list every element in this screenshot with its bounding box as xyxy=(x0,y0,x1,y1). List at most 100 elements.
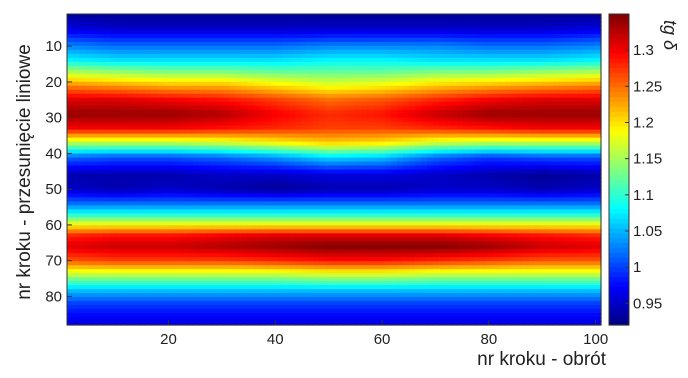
heatmap-cell xyxy=(541,153,548,159)
heatmap-cell xyxy=(229,157,236,163)
heatmap-cell xyxy=(367,137,374,143)
heatmap-cell xyxy=(445,25,452,31)
heatmap-cell xyxy=(193,37,200,43)
heatmap-cell xyxy=(553,137,560,143)
heatmap-cell xyxy=(451,133,458,139)
heatmap-cell xyxy=(217,101,224,107)
heatmap-cell xyxy=(271,141,278,147)
heatmap-cell xyxy=(199,157,206,163)
heatmap-cell xyxy=(115,81,122,87)
heatmap-cell xyxy=(547,33,554,39)
heatmap-cell xyxy=(379,185,386,191)
heatmap-cell xyxy=(481,145,488,151)
heatmap-cell xyxy=(487,17,494,23)
heatmap-cell xyxy=(319,33,326,39)
heatmap-cell xyxy=(169,153,176,159)
heatmap-cell xyxy=(259,97,266,103)
heatmap-cell xyxy=(379,213,386,218)
heatmap-cell xyxy=(433,149,440,155)
heatmap-cell xyxy=(79,105,86,111)
heatmap-cell xyxy=(589,225,596,230)
heatmap-cell xyxy=(595,145,602,151)
heatmap-cell xyxy=(475,153,482,159)
heatmap-cell xyxy=(139,181,146,187)
heatmap-cell xyxy=(535,129,542,135)
heatmap-cell xyxy=(217,189,224,195)
heatmap-cell xyxy=(145,157,152,163)
heatmap-cell xyxy=(463,69,470,75)
heatmap-cell xyxy=(517,85,524,91)
heatmap-cell xyxy=(589,157,596,163)
heatmap-cell xyxy=(313,93,320,99)
heatmap-cell xyxy=(193,181,200,187)
heatmap-cell xyxy=(409,137,416,143)
heatmap-cell xyxy=(445,77,452,83)
heatmap-cell xyxy=(319,213,326,218)
heatmap-cell xyxy=(541,133,548,139)
heatmap-cell xyxy=(325,117,332,123)
heatmap-cell xyxy=(523,37,530,43)
heatmap-cell xyxy=(295,225,302,230)
heatmap-cell xyxy=(163,41,170,47)
heatmap-cell xyxy=(559,137,566,143)
heatmap-cell xyxy=(313,53,320,59)
heatmap-cell xyxy=(67,233,74,238)
heatmap-cell xyxy=(97,185,104,191)
heatmap-cell xyxy=(139,129,146,135)
heatmap-cell xyxy=(577,233,584,238)
heatmap-cell xyxy=(229,17,236,23)
heatmap-cell xyxy=(127,229,134,234)
heatmap-cell xyxy=(379,81,386,87)
heatmap-cell xyxy=(211,157,218,163)
heatmap-cell xyxy=(133,65,140,71)
heatmap-cell xyxy=(199,121,206,127)
heatmap-cell xyxy=(337,49,344,55)
heatmap-cell xyxy=(349,45,356,51)
heatmap-cell xyxy=(517,121,524,127)
heatmap-cell xyxy=(265,221,272,226)
heatmap-cell xyxy=(349,225,356,230)
heatmap-cell xyxy=(289,57,296,63)
heatmap-cell xyxy=(211,93,218,99)
heatmap-cell xyxy=(139,141,146,147)
heatmap-cell xyxy=(589,221,596,226)
heatmap-cell xyxy=(403,213,410,218)
heatmap-cell xyxy=(487,153,494,159)
heatmap-cell xyxy=(139,197,146,202)
heatmap-cell xyxy=(391,141,398,147)
heatmap-cell xyxy=(229,53,236,59)
heatmap-cell xyxy=(397,65,404,71)
heatmap-cell xyxy=(421,201,428,206)
heatmap-cell xyxy=(493,97,500,103)
heatmap-cell xyxy=(193,193,200,199)
heatmap-cell xyxy=(169,149,176,155)
heatmap-cell xyxy=(217,89,224,95)
heatmap-cell xyxy=(223,65,230,71)
heatmap-cell xyxy=(229,149,236,155)
heatmap-cell xyxy=(445,217,452,222)
heatmap-cell xyxy=(211,53,218,59)
heatmap-cell xyxy=(145,101,152,107)
heatmap-cell xyxy=(523,149,530,155)
heatmap-cell xyxy=(553,17,560,23)
heatmap-cell xyxy=(265,213,272,218)
heatmap-cell xyxy=(487,149,494,155)
heatmap-cell xyxy=(313,61,320,67)
heatmap-cell xyxy=(583,193,590,199)
heatmap-cell xyxy=(367,105,374,111)
heatmap-cell xyxy=(469,93,476,99)
heatmap-cell xyxy=(415,177,422,183)
heatmap-cell xyxy=(439,25,446,31)
heatmap-cell xyxy=(451,37,458,43)
heatmap-cell xyxy=(223,125,230,131)
heatmap-cell xyxy=(277,49,284,55)
heatmap-cell xyxy=(505,201,512,206)
heatmap-cell xyxy=(325,41,332,47)
heatmap-cell xyxy=(175,69,182,75)
heatmap-cell xyxy=(427,101,434,107)
heatmap-cell xyxy=(511,221,518,226)
heatmap-cell xyxy=(577,109,584,115)
heatmap-cell xyxy=(577,145,584,151)
heatmap-cell xyxy=(121,149,128,155)
heatmap-cell xyxy=(103,37,110,43)
